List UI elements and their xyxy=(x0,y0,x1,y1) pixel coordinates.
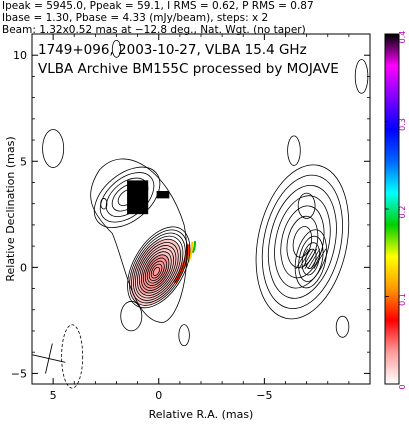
colorbar-tick-label: 0 xyxy=(398,384,407,389)
contour-level xyxy=(131,232,186,304)
hot-spot-hatch xyxy=(295,248,309,270)
contour-level xyxy=(148,260,165,281)
hot-spot-hatch xyxy=(313,248,327,270)
y-tick-label: −5 xyxy=(11,367,27,380)
map-frame xyxy=(31,33,371,385)
noise-contour xyxy=(297,192,316,219)
contour-level xyxy=(146,257,167,284)
polarization-block-large xyxy=(127,180,149,215)
colorbar-tick-label: 0.1 xyxy=(398,293,407,306)
component-core xyxy=(127,226,197,309)
noise-contour xyxy=(354,59,369,94)
noise-contour xyxy=(100,198,108,210)
x-tick-label: 0 xyxy=(155,389,162,402)
contour-level xyxy=(280,205,325,279)
header-line-2: Ibase = 1.30, Pbase = 4.33 (mJy/beam), s… xyxy=(2,12,268,24)
contour-level xyxy=(274,195,331,289)
contour-level xyxy=(152,266,160,277)
contour-level xyxy=(135,238,182,299)
map-plot-area xyxy=(32,39,369,389)
x-axis-label: Relative R.A. (mas) xyxy=(149,408,254,421)
contour-level xyxy=(298,235,324,282)
noise-contour xyxy=(42,129,65,168)
contour-level xyxy=(144,254,170,286)
x-tick-label: 5 xyxy=(50,389,57,402)
contour-level xyxy=(93,166,161,228)
polarization-block-small xyxy=(156,190,170,199)
y-tick-label: 10 xyxy=(13,49,27,62)
contour-level xyxy=(261,174,343,310)
colorbar-tick-label: 0.3 xyxy=(398,118,407,131)
hot-spot-hatch xyxy=(298,248,312,270)
noise-contour xyxy=(335,315,350,338)
outer-jet-contour xyxy=(90,158,188,323)
hot-spot-hatch xyxy=(304,248,318,270)
noise-contour xyxy=(287,135,301,166)
noise-contour xyxy=(120,300,143,332)
header-line-3: Beam: 1.32x0.52 mas at −12.8 deg., Nat. … xyxy=(2,24,306,36)
contour-level xyxy=(138,245,177,294)
hot-spot-hatch xyxy=(301,248,315,270)
polarization-edge-green xyxy=(191,241,197,254)
beam-cross xyxy=(32,343,66,374)
processing-annotation: VLBA Archive BM155C processed by MOJAVE xyxy=(38,61,339,77)
noise-contour xyxy=(111,39,122,58)
axis-ticks: 5 0 −5 −5 0 5 10 xyxy=(11,33,371,402)
x-tick-label: −5 xyxy=(256,389,272,402)
colorbar-ticks: 0 0.1 0.2 0.3 0.4 xyxy=(385,31,407,390)
y-axis-label: Relative Declination (mas) xyxy=(4,136,17,281)
header-line-1: Ipeak = 5945.0, Ppeak = 59.1, I RMS = 0.… xyxy=(2,0,314,12)
y-tick-label: 0 xyxy=(20,261,27,274)
contour-level xyxy=(136,242,179,296)
contour-level xyxy=(305,248,317,269)
contour-level xyxy=(150,263,163,279)
contour-level xyxy=(268,185,337,299)
hot-spot-hatch xyxy=(307,248,321,270)
source-annotation: 1749+096, 2003-10-27, VLBA 15.4 GHz xyxy=(38,42,307,58)
y-tick-label: 5 xyxy=(20,155,27,168)
colorbar-tick-label: 0.2 xyxy=(398,206,407,219)
contour-level xyxy=(142,251,172,289)
contour-level xyxy=(140,248,175,291)
colorbar-tick-label: 0.4 xyxy=(398,31,407,44)
beam-minor-axis xyxy=(45,343,53,374)
contour-level xyxy=(255,164,350,320)
noise-contour xyxy=(61,324,84,389)
hot-spot-hatch xyxy=(310,248,324,270)
noise-contour xyxy=(178,324,190,347)
component-west-lobe xyxy=(255,164,350,320)
contour-level xyxy=(127,226,191,309)
